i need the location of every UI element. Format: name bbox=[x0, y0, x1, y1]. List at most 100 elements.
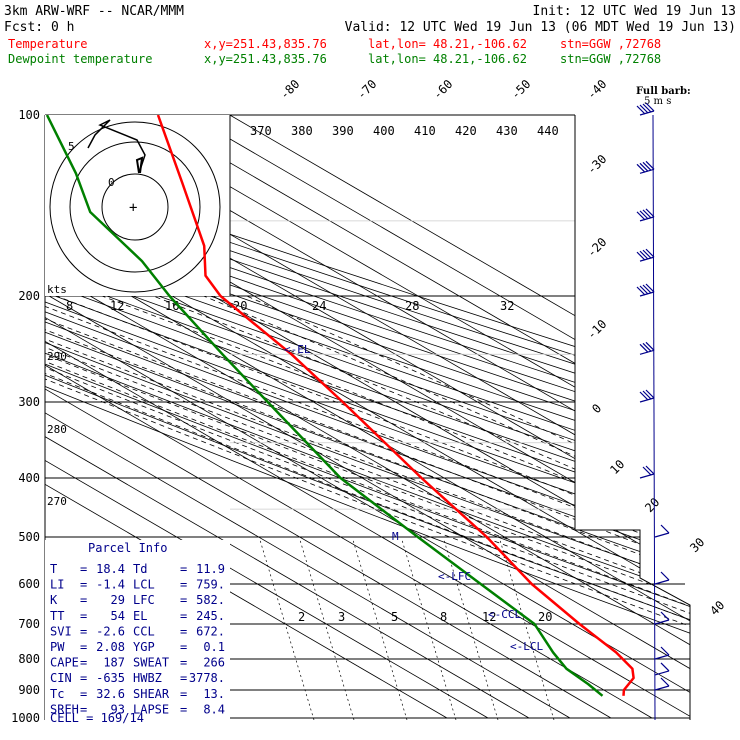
wind-barb-flag bbox=[645, 341, 655, 351]
parcel-cell: EL bbox=[133, 609, 147, 623]
wind-barb-flag bbox=[636, 105, 646, 115]
barb-key-units: 5 m s bbox=[644, 96, 671, 107]
isotherm-label: -20 bbox=[584, 235, 609, 260]
parcel-cell: SVI bbox=[50, 624, 72, 638]
dry-adiabat bbox=[45, 115, 690, 719]
wind-barb-flag bbox=[645, 248, 655, 258]
wind-barb-flag bbox=[639, 250, 649, 260]
parcel-cell: = bbox=[180, 702, 187, 716]
theta-label: 380 bbox=[291, 124, 313, 138]
wind-barb bbox=[654, 524, 670, 538]
moist-adiabat bbox=[45, 295, 690, 719]
isotherm-label: -10 bbox=[584, 317, 609, 342]
legend-dewpoint: Dewpoint temperature x,y=251.43,835.76 l… bbox=[8, 52, 661, 66]
moist-adiabat bbox=[153, 295, 690, 719]
wind-barb bbox=[636, 160, 655, 174]
parcel-cell: TT bbox=[50, 609, 64, 623]
hodograph-ring-label: 12 bbox=[110, 299, 124, 313]
isotherm bbox=[45, 115, 690, 719]
marker-ccl: <-CCL bbox=[488, 608, 521, 621]
level-markers: <-EL <-LFC <-CCL <-LCL M bbox=[284, 343, 543, 653]
parcel-cell: 187 bbox=[103, 656, 125, 670]
wind-barb-flag bbox=[642, 161, 652, 171]
wind-barb bbox=[654, 611, 670, 625]
wind-barb-flag bbox=[660, 662, 670, 672]
isotherm-label: -40 bbox=[584, 77, 609, 102]
mixing-ratio-line bbox=[259, 539, 315, 720]
wind-barb-staff bbox=[639, 168, 655, 174]
isotherm-label: 10 bbox=[607, 457, 627, 477]
pressure-axis: 100 200 300 400 500 600 700 800 900 1000 bbox=[11, 108, 40, 725]
parcel-cell: K bbox=[50, 593, 58, 607]
barb-key-title: Full barb: bbox=[636, 86, 691, 97]
theta-label: 400 bbox=[373, 124, 395, 138]
legend-temperature-latlon: lat,lon= 48.21,-106.62 bbox=[368, 37, 527, 51]
theta-label: 370 bbox=[250, 124, 272, 138]
theta-label: 440 bbox=[537, 124, 559, 138]
marker-el: <-EL bbox=[284, 343, 311, 356]
isotherm-label: -50 bbox=[508, 77, 533, 102]
parcel-cell: = bbox=[80, 593, 87, 607]
wind-barb-staff bbox=[654, 532, 670, 538]
wind-barb-flag bbox=[660, 571, 670, 581]
isotherm bbox=[45, 115, 690, 719]
hodograph-ring-label: 28 bbox=[405, 299, 419, 313]
hodograph-ring-label: 24 bbox=[312, 299, 326, 313]
hodograph-ring-label: 32 bbox=[500, 299, 514, 313]
wind-barb-flag bbox=[636, 251, 646, 261]
parcel-cell: LI bbox=[50, 578, 64, 592]
parcel-cell: HWBZ bbox=[133, 671, 162, 685]
wind-barb-flag bbox=[642, 103, 652, 113]
wind-barb-flag bbox=[642, 209, 652, 219]
parcel-cell: PW bbox=[50, 640, 65, 654]
wind-barb bbox=[636, 208, 655, 222]
parcel-cell: 13. bbox=[203, 687, 225, 701]
parcel-cell-motion: CELL = 169/14 bbox=[50, 711, 144, 725]
dry-adiabat bbox=[45, 115, 690, 719]
legend-dewpoint-label: Dewpoint temperature bbox=[8, 52, 153, 66]
wind-barb bbox=[639, 389, 655, 403]
parcel-cell: CIN bbox=[50, 671, 72, 685]
parcel-cell: YGP bbox=[133, 640, 155, 654]
parcel-cell: 0.1 bbox=[203, 640, 225, 654]
parcel-cell: 18.4 bbox=[96, 562, 125, 576]
legend-temperature-station: stn=GGW ,72768 bbox=[560, 37, 661, 51]
parcel-cell: 672. bbox=[196, 624, 225, 638]
hodograph-label-0: 0 bbox=[108, 176, 115, 189]
wind-barb-flag bbox=[642, 466, 652, 476]
parcel-cell: = bbox=[80, 624, 87, 638]
pressure-label-500: 500 bbox=[18, 530, 40, 544]
wind-barb bbox=[654, 677, 670, 691]
theta-label: 290 bbox=[47, 350, 67, 363]
wind-barb bbox=[636, 283, 655, 297]
theta-label: 420 bbox=[455, 124, 477, 138]
parcel-info-rows: T = 18.4 Td = 11.9 LI = -1.4 LCL = 759. K = 29 LFC = 582.… bbox=[50, 562, 225, 725]
mixing-ratio-line bbox=[352, 539, 408, 720]
dry-adiabat bbox=[45, 115, 690, 719]
isotherm-label: -30 bbox=[584, 152, 609, 177]
wind-barb bbox=[636, 102, 655, 116]
wind-barb-flag bbox=[639, 343, 649, 353]
dry-adiabat bbox=[45, 115, 690, 719]
wind-barb bbox=[636, 248, 655, 262]
parcel-cell: LFC bbox=[133, 593, 155, 607]
pressure-label-300: 300 bbox=[18, 395, 40, 409]
isotherm bbox=[188, 115, 690, 719]
mixing-ratio-label: 12 bbox=[482, 610, 496, 624]
parcel-cell: SHEAR bbox=[133, 687, 170, 701]
wind-barb-flag bbox=[645, 465, 655, 475]
wind-barb-flag bbox=[636, 286, 646, 296]
legend-temperature: Temperature x,y=251.43,835.76 lat,lon= 4… bbox=[8, 37, 661, 51]
mixing-ratio-line bbox=[299, 539, 355, 720]
moist-adiabat bbox=[45, 295, 690, 719]
isotherm bbox=[45, 115, 653, 719]
right-boundary bbox=[574, 115, 691, 720]
parcel-cell: Tc bbox=[50, 687, 64, 701]
marker-m: M bbox=[392, 530, 399, 543]
wind-barb-flag bbox=[645, 389, 655, 399]
pressure-label-600: 600 bbox=[18, 577, 40, 591]
hodograph: + kts 5 0 bbox=[45, 115, 231, 296]
model-title: 3km ARW-WRF -- NCAR/MMM bbox=[4, 4, 184, 19]
wind-barb-flag bbox=[636, 163, 646, 173]
parcel-cell: SREH bbox=[50, 702, 79, 716]
